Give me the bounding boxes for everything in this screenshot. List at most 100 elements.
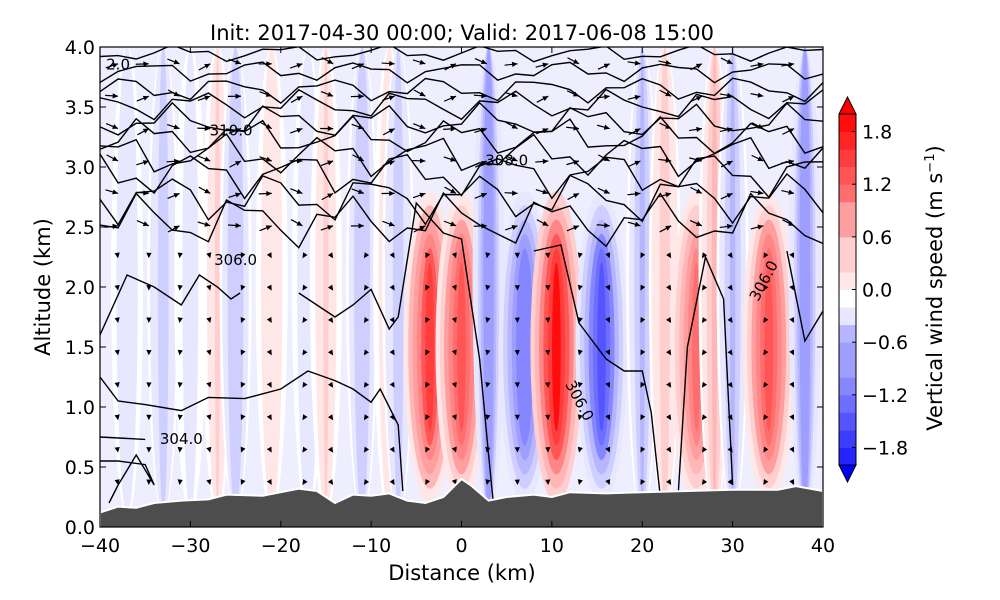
wind-vector	[177, 479, 183, 485]
wind-vector	[505, 225, 518, 231]
wind-vector	[640, 284, 646, 291]
colorbar-level	[839, 219, 856, 238]
wind-vector	[781, 189, 795, 195]
wind-vector	[605, 317, 611, 323]
x-axis-label: Distance (km)	[388, 561, 536, 585]
wind-vector	[146, 414, 152, 421]
wind-vector	[198, 63, 211, 71]
wind-vector	[536, 219, 549, 227]
y-tick-label: 3.0	[65, 157, 95, 179]
wind-column	[323, 47, 329, 515]
x-tick-label: 30	[721, 535, 745, 557]
wind-column	[395, 47, 401, 515]
wind-vector	[382, 128, 395, 136]
theta-contour-line	[100, 153, 823, 200]
wind-vector	[425, 479, 431, 485]
wind-vector	[727, 317, 733, 323]
wind-vector	[514, 479, 520, 485]
wind-vector	[389, 317, 395, 323]
wind-vector	[720, 192, 733, 200]
wind-vector	[535, 62, 549, 68]
wind-vector	[177, 317, 183, 323]
wind-vector	[666, 414, 672, 421]
wind-vector	[605, 349, 611, 356]
wind-vector	[412, 59, 426, 65]
wind-vector	[363, 381, 370, 388]
wind-column	[214, 47, 221, 515]
wind-vector	[227, 93, 241, 99]
wind-vector	[719, 223, 733, 230]
wind-vector	[763, 479, 769, 485]
wind-vector	[351, 123, 365, 130]
wind-vector	[146, 479, 152, 485]
wind-vector	[727, 349, 733, 356]
theta-contour-line	[100, 274, 241, 336]
wind-vector	[240, 446, 246, 453]
wind-vector	[146, 285, 152, 291]
wind-vector	[750, 92, 764, 98]
wind-vector	[605, 284, 611, 291]
wind-vector	[605, 479, 611, 485]
wind-vector	[504, 190, 518, 196]
y-axis-label: Altitude (km)	[31, 218, 55, 356]
colorbar-level	[839, 394, 856, 413]
wind-vector	[302, 349, 308, 356]
theta-contour-line	[100, 115, 823, 155]
wind-vector	[240, 317, 246, 323]
wind-vectors	[105, 57, 795, 485]
wind-vector	[363, 317, 370, 323]
wind-vector	[514, 414, 520, 421]
wind-vector	[577, 381, 583, 388]
wind-vector	[628, 128, 641, 136]
wind-vector	[413, 123, 426, 130]
wind-vector	[659, 225, 672, 233]
wind-vector	[413, 89, 426, 97]
wind-vector	[266, 446, 272, 453]
wind-vector	[260, 121, 273, 130]
wind-vector	[640, 317, 646, 323]
wind-vector	[545, 317, 551, 323]
wind-vector	[701, 414, 708, 421]
wind-vector	[228, 192, 242, 199]
wind-vector	[782, 219, 795, 227]
wind-vector	[114, 284, 120, 291]
y-tick-label: 0.5	[65, 457, 95, 479]
wind-vector	[763, 381, 769, 388]
wind-vector	[451, 414, 457, 421]
wind-vector	[536, 128, 549, 135]
wind-vector	[485, 284, 491, 291]
wind-vector	[114, 349, 120, 356]
colorbar-level	[839, 271, 856, 290]
wind-vector	[658, 60, 672, 66]
wind-vector	[658, 157, 672, 163]
wind-vector	[567, 57, 580, 65]
wind-column	[597, 262, 606, 432]
wind-vector	[451, 317, 457, 323]
wind-vector	[666, 381, 672, 388]
wind-vector	[351, 188, 365, 194]
wind-column	[520, 262, 530, 432]
wind-vector	[389, 381, 395, 388]
wind-vector	[228, 128, 242, 134]
wind-vector	[382, 95, 395, 101]
wind-vector	[473, 93, 487, 99]
wind-vector	[146, 382, 152, 388]
wind-vector	[350, 93, 364, 99]
wind-vector	[485, 349, 491, 356]
theta-contour-line	[100, 453, 155, 504]
wind-vector	[105, 223, 119, 229]
wind-vector	[535, 158, 549, 165]
wind-vector	[789, 414, 795, 421]
wind-vector	[689, 157, 703, 163]
wind-vector	[167, 192, 180, 200]
y-tick-label: 1.0	[65, 397, 95, 419]
wind-vector	[763, 317, 769, 323]
wind-vector	[659, 122, 672, 130]
colorbar-level	[839, 359, 856, 378]
wind-vector	[327, 252, 334, 259]
colorbar-tick-label: −0.6	[862, 332, 908, 354]
wind-vector	[451, 284, 457, 291]
wind-vector	[114, 414, 120, 421]
wind-vector	[627, 221, 641, 227]
wind-column	[187, 47, 194, 515]
